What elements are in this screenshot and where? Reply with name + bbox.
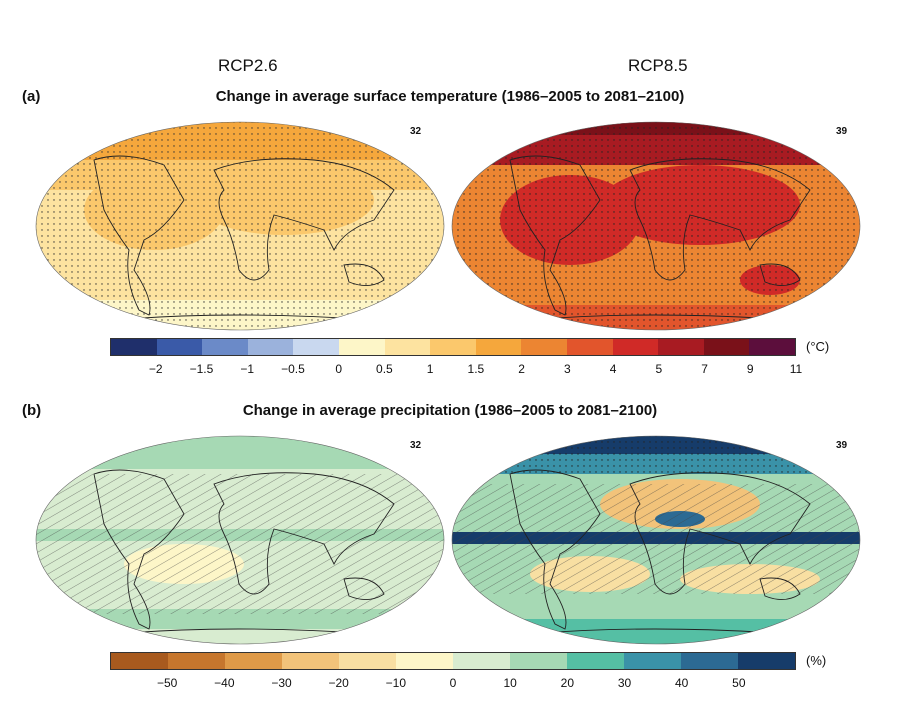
colorbar-segment [339, 653, 396, 669]
colorbar-segment [156, 339, 203, 355]
panel-b-model-count-rcp85: 39 [836, 440, 848, 451]
colorbar-segment [475, 339, 522, 355]
tick-label: 1 [426, 362, 434, 376]
panel-a-title: Change in average surface temperature (1… [215, 88, 685, 105]
colorbar-segment [453, 653, 510, 669]
colorbar-segment [111, 339, 157, 355]
tick-label: −1.5 [189, 362, 214, 376]
colorbar-segment [658, 339, 704, 355]
map-precip-rcp85 [451, 435, 861, 645]
tick-label: 0 [335, 362, 342, 376]
tick-label: 1.5 [467, 362, 485, 376]
colorbar-segment [703, 339, 750, 355]
colorbar-segment [567, 653, 624, 669]
tick-label: 50 [732, 676, 746, 690]
tick-label: −0.5 [281, 362, 305, 376]
colorbar-segment [293, 339, 339, 355]
precipitation-colorbar [110, 652, 796, 670]
tick-label: −10 [385, 676, 407, 690]
map-precip-rcp26 [35, 435, 445, 645]
temperature-colorbar [110, 338, 796, 356]
tick-label: 9 [746, 362, 754, 376]
colorbar-segment [566, 339, 613, 355]
colorbar-segment [612, 339, 659, 355]
map-temp-rcp85 [451, 121, 861, 331]
panel-a-model-count-rcp85: 39 [836, 126, 848, 137]
colorbar-segment [749, 339, 795, 355]
tick-label: −50 [156, 676, 178, 690]
panel-b-title: Change in average precipitation (1986–20… [242, 402, 658, 419]
colorbar-segment [384, 339, 431, 355]
tick-label: −20 [328, 676, 349, 690]
tick-label: 2 [518, 362, 525, 376]
tick-label: 3 [563, 362, 571, 376]
tick-label: 0 [449, 676, 457, 690]
colorbar-segment [521, 339, 567, 355]
tick-label: −2 [148, 362, 163, 376]
colorbar-segment [247, 339, 294, 355]
panel-a-model-count-rcp26: 32 [410, 126, 422, 137]
temperature-unit: (°C) [806, 339, 830, 354]
tick-label: 20 [560, 676, 575, 690]
colorbar-segment [282, 653, 339, 669]
colorbar-segment [738, 653, 795, 669]
tick-label: −40 [214, 676, 235, 690]
tick-label: −1 [240, 362, 255, 376]
tick-label: 4 [609, 362, 617, 376]
colorbar-segment [225, 653, 282, 669]
scenario-label-rcp26: RCP2.6 [218, 56, 278, 75]
panel-b-model-count-rcp26: 32 [410, 440, 422, 451]
tick-label: 40 [674, 676, 689, 690]
scenario-label-rcp85: RCP8.5 [628, 56, 688, 75]
colorbar-segment [168, 653, 225, 669]
tick-label: 7 [701, 362, 708, 376]
panel-a-label: (a) [22, 88, 41, 105]
colorbar-segment [202, 339, 248, 355]
tick-label: 10 [503, 676, 517, 690]
map-temp-rcp26 [35, 121, 445, 331]
colorbar-segment [338, 339, 385, 355]
tick-label: 30 [617, 676, 632, 690]
tick-label: −30 [271, 676, 292, 690]
tick-label: 5 [655, 362, 663, 376]
colorbar-segment [396, 653, 453, 669]
colorbar-segment [111, 653, 168, 669]
colorbar-segment [430, 339, 476, 355]
tick-label: 11 [789, 362, 803, 376]
tick-label: 0.5 [376, 362, 393, 376]
colorbar-segment [624, 653, 681, 669]
panel-b-label: (b) [22, 402, 42, 419]
colorbar-segment [681, 653, 738, 669]
precipitation-unit: (%) [806, 653, 827, 668]
colorbar-segment [510, 653, 567, 669]
